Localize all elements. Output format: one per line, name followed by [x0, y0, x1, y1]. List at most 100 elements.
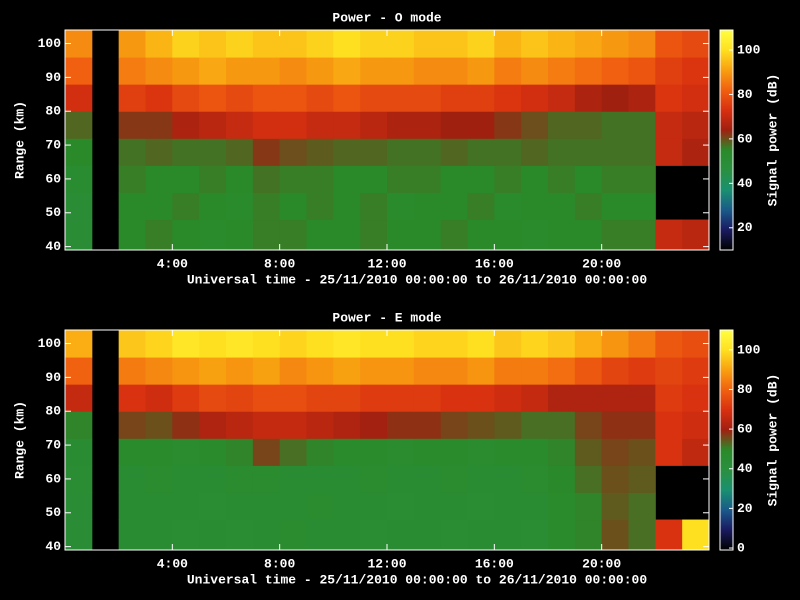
- heatmap-cell: [333, 492, 361, 521]
- heatmap-cell: [226, 138, 254, 166]
- heatmap-cell: [199, 465, 227, 493]
- heatmap-cell: [413, 492, 442, 521]
- x-tick-label: 16:00: [475, 256, 514, 271]
- heatmap-cell: [548, 411, 576, 439]
- heatmap-cell: [467, 519, 495, 550]
- heatmap-cell: [306, 165, 334, 193]
- heatmap-cell: [360, 411, 388, 439]
- heatmap-cell: [494, 465, 522, 493]
- heatmap-cell: [548, 57, 576, 85]
- heatmap-cell: [628, 357, 656, 385]
- heatmap-cell: [521, 57, 549, 85]
- heatmap-cell: [387, 57, 415, 85]
- heatmap-cell: [548, 138, 576, 166]
- heatmap-cell: [172, 219, 200, 250]
- heatmap-cell: [655, 519, 683, 550]
- heatmap: [65, 30, 709, 250]
- heatmap-cell: [521, 30, 549, 58]
- heatmap-cell: [252, 84, 281, 112]
- heatmap-cell: [306, 138, 334, 166]
- heatmap-cell: [65, 519, 93, 550]
- heatmap-cell: [65, 411, 93, 439]
- heatmap-cell: [387, 111, 415, 139]
- heatmap-cell: [387, 492, 415, 521]
- panel-title: Power - O mode: [332, 10, 441, 25]
- heatmap-cell: [467, 330, 495, 358]
- heatmap-cell: [279, 384, 307, 412]
- heatmap-cell: [252, 384, 281, 412]
- heatmap-cell: [145, 384, 173, 412]
- heatmap-cell: [226, 492, 254, 521]
- heatmap-cell: [521, 357, 549, 385]
- heatmap-cell: [333, 30, 361, 58]
- colorbar-tick-label: 40: [737, 176, 753, 191]
- heatmap-cell: [279, 357, 307, 385]
- heatmap-cell: [440, 30, 468, 58]
- heatmap-cell: [306, 330, 334, 358]
- heatmap-cell: [628, 192, 656, 221]
- heatmap-cell: [226, 411, 254, 439]
- heatmap-cell: [333, 465, 361, 493]
- heatmap-cell: [682, 411, 709, 439]
- heatmap-cell: [494, 111, 522, 139]
- heatmap-cell: [172, 192, 200, 221]
- heatmap-cell: [601, 192, 629, 221]
- heatmap-cell: [548, 30, 576, 58]
- heatmap-cell: [682, 219, 709, 250]
- x-tick-label: 8:00: [264, 556, 295, 571]
- heatmap-cell: [172, 165, 200, 193]
- heatmap-cell: [413, 138, 442, 166]
- heatmap-cell: [118, 384, 146, 412]
- y-tick-label: 60: [45, 471, 61, 486]
- heatmap-cell: [655, 219, 683, 250]
- heatmap-cell: [360, 138, 388, 166]
- heatmap-cell: [172, 465, 200, 493]
- heatmap-cell: [494, 30, 522, 58]
- heatmap-cell: [413, 30, 442, 58]
- colorbar: [719, 329, 734, 551]
- heatmap-cell: [199, 219, 227, 250]
- colorbar-tick-label: 80: [737, 87, 753, 102]
- heatmap-cell: [601, 138, 629, 166]
- heatmap-cell: [172, 30, 200, 58]
- heatmap-cell: [413, 519, 442, 550]
- heatmap-cell: [145, 30, 173, 58]
- heatmap-cell: [252, 519, 281, 550]
- heatmap-cell: [279, 30, 307, 58]
- heatmap-cell: [199, 411, 227, 439]
- heatmap-cell: [226, 84, 254, 112]
- heatmap-cell: [333, 357, 361, 385]
- y-tick-label: 70: [45, 438, 61, 453]
- heatmap-cell: [360, 165, 388, 193]
- heatmap-cell: [252, 411, 281, 439]
- heatmap-cell: [306, 30, 334, 58]
- heatmap-cell: [333, 438, 361, 466]
- heatmap-cell: [333, 330, 361, 358]
- heatmap-cell: [467, 411, 495, 439]
- heatmap-cell: [333, 84, 361, 112]
- heatmap-cell: [494, 138, 522, 166]
- colorbar-tick-label: 60: [737, 131, 753, 146]
- heatmap-cell: [306, 84, 334, 112]
- heatmap-cell: [360, 219, 388, 250]
- heatmap-cell: [145, 57, 173, 85]
- heatmap-cell: [628, 411, 656, 439]
- heatmap-cell: [440, 492, 468, 521]
- heatmap-cell: [252, 438, 281, 466]
- heatmap-cell: [172, 357, 200, 385]
- heatmap-cell: [655, 57, 683, 85]
- heatmap-cell: [333, 519, 361, 550]
- heatmap-cell: [199, 138, 227, 166]
- colorbar-label: Signal power (dB): [765, 74, 780, 207]
- heatmap-cell: [628, 165, 656, 193]
- heatmap-cell: [655, 438, 683, 466]
- heatmap-cell: [574, 411, 603, 439]
- heatmap-cell: [574, 30, 603, 58]
- heatmap-cell: [494, 438, 522, 466]
- heatmap-cell: [548, 357, 576, 385]
- heatmap-cell: [360, 465, 388, 493]
- heatmap-cell: [601, 384, 629, 412]
- heatmap-cell: [574, 165, 603, 193]
- heatmap-cell: [413, 192, 442, 221]
- colorbar-tick-label: 80: [737, 382, 753, 397]
